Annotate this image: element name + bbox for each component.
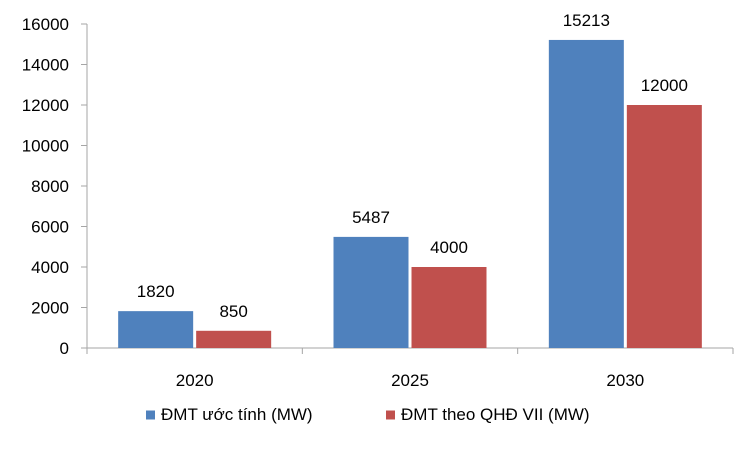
x-axis: 2020 2025 2030 xyxy=(86,347,734,390)
legend-label: ĐMT theo QHĐ VII (MW) xyxy=(401,405,590,424)
data-label: 12000 xyxy=(641,76,688,95)
data-label: 15213 xyxy=(563,11,610,30)
y-tick-label: 16000 xyxy=(22,15,69,34)
x-tick-label: 2025 xyxy=(391,371,429,390)
y-tick-label: 0 xyxy=(60,339,69,358)
data-labels: 1820 850 5487 4000 15213 12000 xyxy=(137,11,688,321)
y-tick-label: 4000 xyxy=(31,258,69,277)
y-tick-label: 8000 xyxy=(31,177,69,196)
y-tick-label: 6000 xyxy=(31,218,69,237)
y-axis: 0 2000 4000 6000 8000 10000 12000 14000 16000 xyxy=(22,15,88,358)
legend-swatch xyxy=(146,410,155,420)
data-label: 850 xyxy=(219,302,247,321)
x-tick-label: 2020 xyxy=(176,371,214,390)
bars xyxy=(118,39,702,349)
y-tick-label: 12000 xyxy=(22,96,69,115)
legend-swatch xyxy=(386,410,395,420)
y-tick-label: 14000 xyxy=(22,56,69,75)
data-label: 1820 xyxy=(137,282,175,301)
y-tick-label: 10000 xyxy=(22,137,69,156)
bar xyxy=(333,236,409,348)
data-label: 5487 xyxy=(352,208,390,227)
legend-label: ĐMT ước tính (MW) xyxy=(161,405,313,424)
data-label: 4000 xyxy=(430,238,468,257)
bar xyxy=(196,330,272,348)
bar xyxy=(411,267,487,348)
bar xyxy=(626,105,702,348)
x-tick-label: 2030 xyxy=(606,371,644,390)
y-tick-label: 2000 xyxy=(31,299,69,318)
bar xyxy=(548,39,624,349)
legend: ĐMT ước tính (MW) ĐMT theo QHĐ VII (MW) xyxy=(146,405,590,424)
bar xyxy=(118,311,194,348)
